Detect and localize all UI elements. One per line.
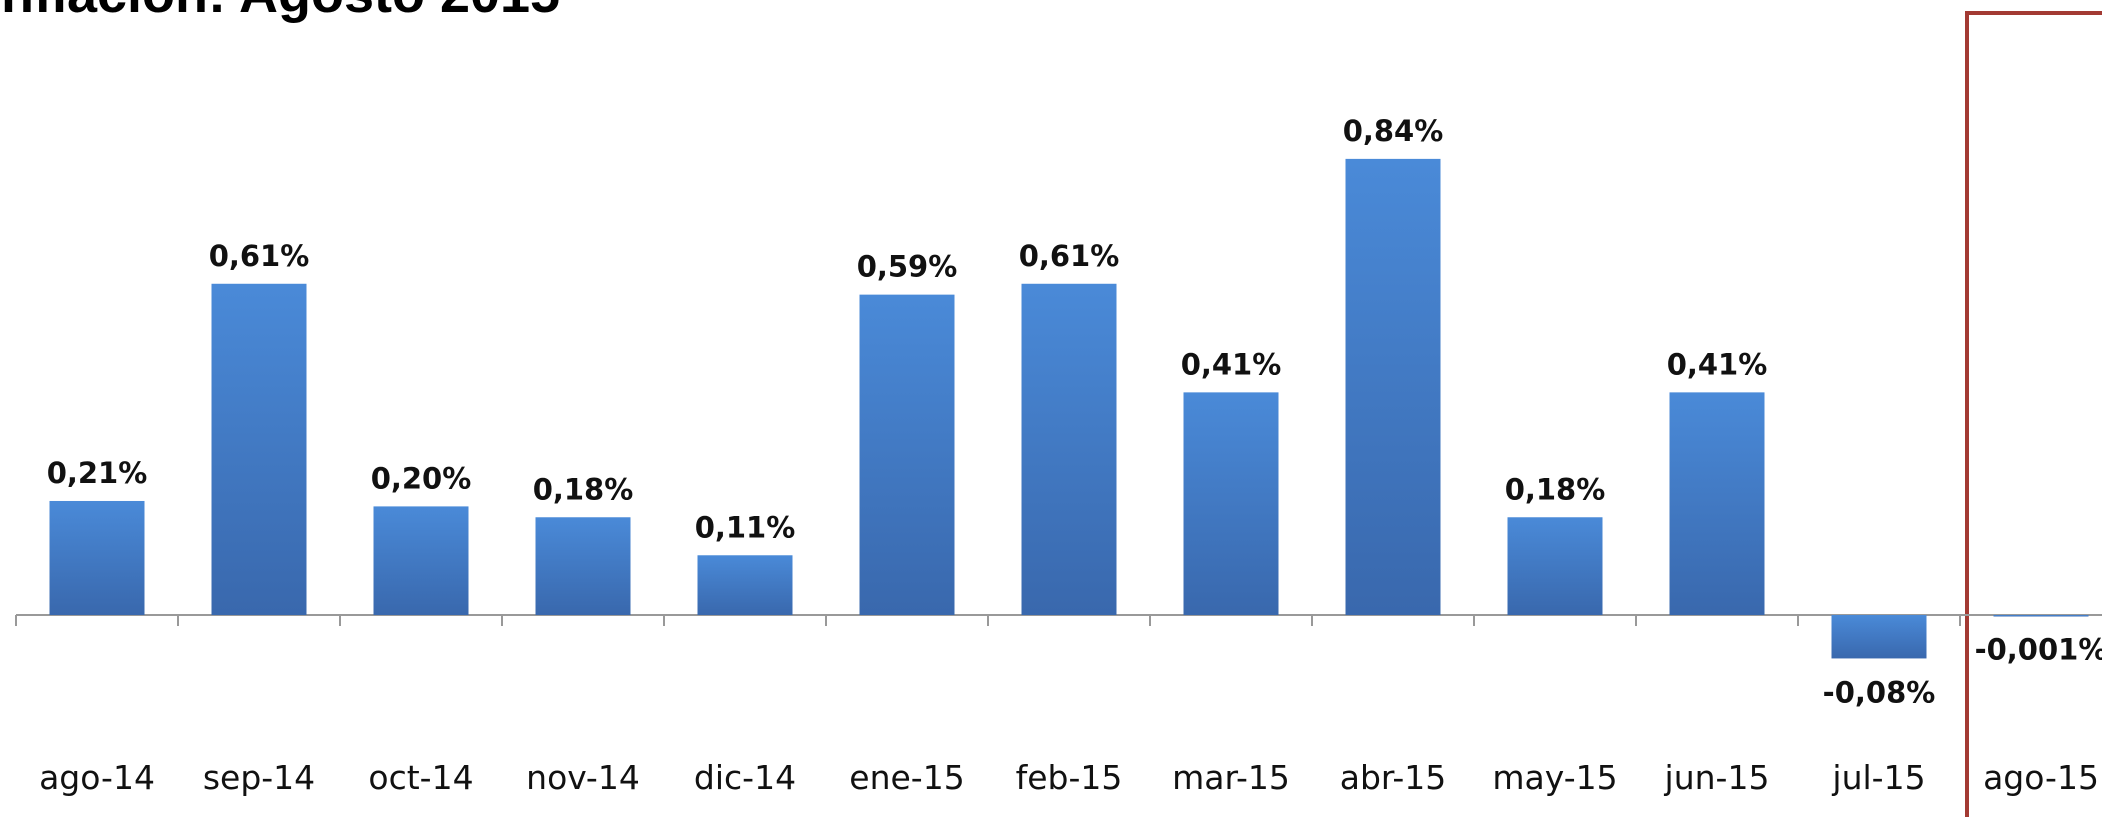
bar bbox=[1993, 615, 2089, 617]
value-label: 0,21% bbox=[47, 456, 148, 490]
bar bbox=[1669, 392, 1765, 615]
bar bbox=[697, 555, 793, 615]
x-tick-label: may-15 bbox=[1492, 758, 1617, 797]
bar bbox=[1183, 392, 1279, 615]
x-tick-label: ago-15 bbox=[1983, 758, 2099, 797]
x-tick-label: jul-15 bbox=[1831, 758, 1925, 797]
x-tick-label: feb-15 bbox=[1016, 758, 1123, 797]
x-tick-label: oct-14 bbox=[368, 758, 473, 797]
value-label: 0,61% bbox=[1019, 239, 1120, 273]
x-tick-label: abr-15 bbox=[1340, 758, 1447, 797]
x-tick-label: sep-14 bbox=[203, 758, 315, 797]
x-tick-label: nov-14 bbox=[526, 758, 640, 797]
chart-title: Inflación: Agosto 2015 bbox=[0, 0, 560, 24]
value-label: 0,11% bbox=[695, 510, 796, 544]
value-label: -0,001% bbox=[1975, 633, 2102, 667]
x-tick-label: mar-15 bbox=[1172, 758, 1290, 797]
value-label: 0,84% bbox=[1343, 114, 1444, 148]
x-tick-label: ago-14 bbox=[39, 758, 155, 797]
value-label: -0,08% bbox=[1823, 675, 1936, 709]
bar bbox=[373, 506, 469, 615]
value-label: 0,41% bbox=[1667, 347, 1768, 381]
bar bbox=[1831, 615, 1927, 659]
bar bbox=[211, 283, 307, 615]
value-label: 0,18% bbox=[533, 472, 634, 506]
value-label: 0,59% bbox=[857, 250, 958, 284]
bar bbox=[859, 294, 955, 615]
bar bbox=[49, 500, 145, 615]
bar bbox=[535, 517, 631, 615]
bar bbox=[1021, 283, 1117, 615]
bar bbox=[1345, 158, 1441, 615]
value-label: 0,18% bbox=[1505, 472, 1606, 506]
bar bbox=[1507, 517, 1603, 615]
x-tick-label: jun-15 bbox=[1664, 758, 1770, 797]
x-tick-label: ene-15 bbox=[849, 758, 964, 797]
value-label: 0,61% bbox=[209, 239, 310, 273]
x-tick-label: dic-14 bbox=[694, 758, 796, 797]
value-label: 0,20% bbox=[371, 461, 472, 495]
value-label: 0,41% bbox=[1181, 347, 1282, 381]
